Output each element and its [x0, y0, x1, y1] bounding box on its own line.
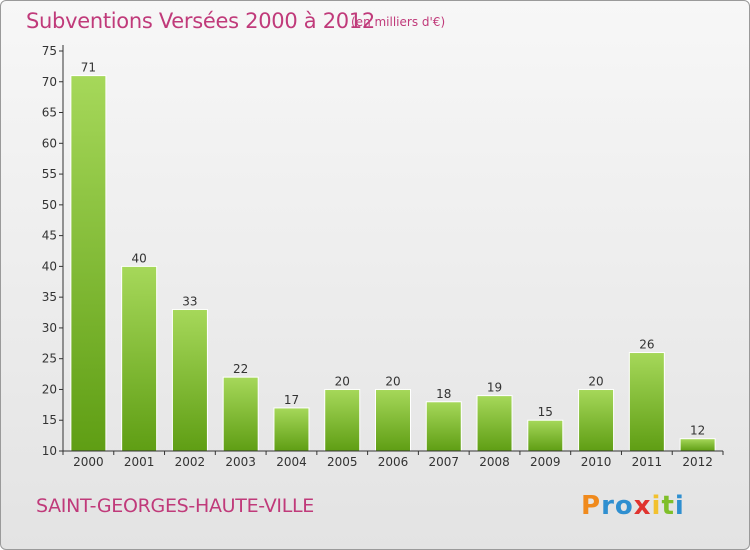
bar-2012	[679, 438, 716, 452]
y-tick-label-50: 50	[42, 198, 57, 212]
bar-2010	[578, 388, 615, 452]
unit-note: (en milliers d'€)	[351, 15, 446, 29]
y-tick-label-15: 15	[42, 413, 57, 427]
labels-group: 71 2000 40 2001 33 2002 22 2003 17 2004 20 2005 20 20…	[42, 44, 713, 469]
x-tick-label-2009: 2009	[530, 455, 561, 469]
data-label-2007: 18	[436, 387, 451, 401]
x-tick-label-2001: 2001	[124, 455, 155, 469]
logo-letter: i	[651, 491, 662, 521]
y-tick-label-55: 55	[42, 167, 57, 181]
commune-name: SAINT-GEORGES-HAUTE-VILLE	[36, 495, 314, 517]
x-tick-label-2000: 2000	[73, 455, 104, 469]
y-tick-label-25: 25	[42, 352, 57, 366]
data-label-2004: 17	[284, 393, 299, 407]
proxiti-logo: Proxiti	[581, 491, 685, 521]
data-label-2006: 20	[385, 374, 400, 388]
chart-title: Subventions Versées 2000 à 2012	[26, 9, 375, 33]
y-tick-label-45: 45	[42, 229, 57, 243]
bar-2003	[222, 376, 259, 452]
data-label-2009: 15	[538, 405, 553, 419]
data-label-2005: 20	[335, 374, 350, 388]
logo-letter: t	[661, 491, 675, 521]
data-label-2003: 22	[233, 362, 248, 376]
data-label-2008: 19	[487, 381, 502, 395]
logo-letter: x	[633, 491, 652, 521]
logo-letter: o	[614, 491, 634, 521]
bars-group	[70, 75, 716, 452]
x-tick-label-2010: 2010	[581, 455, 612, 469]
x-tick-label-2004: 2004	[276, 455, 307, 469]
logo-letter: r	[601, 491, 615, 521]
y-tick-label-40: 40	[42, 259, 57, 273]
x-tick-label-2005: 2005	[327, 455, 358, 469]
x-tick-label-2007: 2007	[428, 455, 459, 469]
x-tick-label-2002: 2002	[175, 455, 206, 469]
data-label-2010: 20	[588, 374, 603, 388]
y-tick-label-75: 75	[42, 44, 57, 58]
y-tick-label-30: 30	[42, 321, 57, 335]
bar-2004	[273, 407, 310, 452]
x-tick-label-2006: 2006	[378, 455, 409, 469]
data-label-2011: 26	[639, 338, 654, 352]
data-label-2001: 40	[132, 251, 147, 265]
bar-2002	[171, 308, 208, 452]
y-tick-label-20: 20	[42, 382, 57, 396]
x-tick-label-2008: 2008	[479, 455, 510, 469]
y-tick-label-10: 10	[42, 444, 57, 458]
x-tick-label-2003: 2003	[225, 455, 256, 469]
bar-2006	[375, 388, 411, 452]
bar-2008	[476, 395, 513, 452]
y-tick-label-35: 35	[42, 290, 57, 304]
y-tick-label-60: 60	[42, 136, 57, 150]
data-label-2000: 71	[81, 61, 96, 75]
axes-group	[59, 45, 724, 455]
x-tick-label-2011: 2011	[632, 455, 663, 469]
y-tick-label-65: 65	[42, 106, 57, 120]
logo-letter: P	[581, 491, 602, 521]
bar-2005	[324, 388, 361, 452]
bar-2007	[425, 401, 462, 452]
bar-2011	[628, 352, 665, 452]
bar-2009	[527, 419, 564, 452]
y-tick-label-70: 70	[42, 75, 57, 89]
data-label-2002: 33	[182, 294, 197, 308]
bar-2000	[70, 75, 107, 452]
x-tick-label-2012: 2012	[682, 455, 713, 469]
logo-letter: i	[674, 491, 685, 521]
bar-2001	[121, 265, 158, 452]
data-label-2012: 12	[690, 424, 705, 438]
